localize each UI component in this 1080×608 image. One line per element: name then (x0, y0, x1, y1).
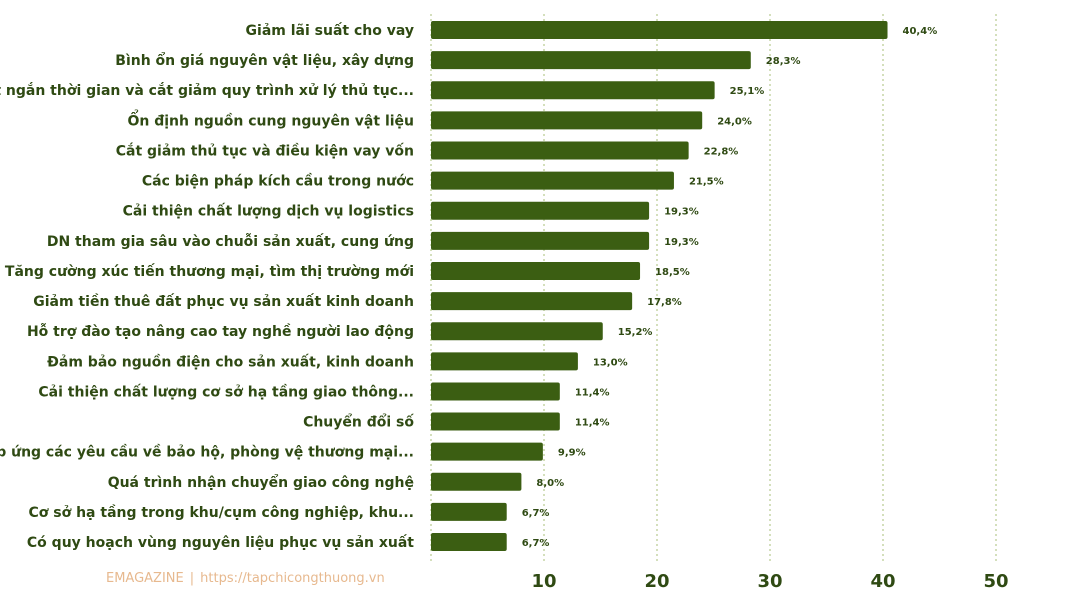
bar (431, 292, 633, 311)
value-label: 19,3% (664, 237, 699, 248)
bar (431, 502, 507, 521)
value-label: 18,5% (655, 267, 690, 278)
category-label: Giảm lãi suất cho vay (246, 22, 414, 39)
bar (431, 51, 751, 70)
bar (431, 412, 560, 431)
bar (431, 21, 888, 39)
footer-brand: EMAGAZINE (106, 571, 184, 586)
category-label: DN tham gia sâu vào chuỗi sản xuất, cung… (47, 233, 414, 250)
category-label: Có quy hoạch vùng nguyên liệu phục vụ sả… (27, 534, 414, 551)
value-label: 8,0% (536, 478, 564, 489)
category-label: Cắt giảm thủ tục và điều kiện vay vốn (116, 142, 414, 159)
bar (431, 472, 522, 491)
category-label: Cải thiện chất lượng cơ sở hạ tầng giao … (38, 383, 414, 400)
category-label: Chuyển đổi số (303, 414, 414, 431)
x-tick-label: 50 (983, 571, 1008, 592)
value-label: 21,5% (689, 177, 724, 188)
value-label: 19,3% (664, 207, 699, 218)
bar (431, 382, 560, 401)
footer-separator: | (189, 571, 195, 586)
bar (431, 231, 650, 250)
x-tick-label: 10 (531, 571, 556, 592)
footer-credit: EMAGAZINE | https://tapchicongthuong.vn (106, 571, 385, 586)
value-label: 17,8% (647, 297, 682, 308)
bar (431, 171, 674, 190)
value-label: 25,1% (730, 86, 765, 97)
category-label: Các biện pháp kích cầu trong nước (142, 173, 414, 190)
value-label: 40,4% (903, 26, 938, 37)
category-label: Đảm bảo nguồn điện cho sản xuất, kinh do… (47, 353, 414, 370)
category-label: Rút ngắn thời gian và cắt giảm quy trình… (0, 82, 414, 99)
category-label: Đáp ứng các yêu cầu về bảo hộ, phòng vệ … (0, 444, 414, 461)
x-tick-label: 30 (757, 571, 782, 592)
bar (431, 322, 603, 341)
category-label: Giảm tiền thuê đất phục vụ sản xuất kinh… (33, 293, 414, 310)
x-tick-label: 20 (644, 571, 669, 592)
bar (431, 141, 689, 160)
value-label: 11,4% (575, 387, 610, 398)
category-label: Cơ sở hạ tầng trong khu/cụm công nghiệp,… (29, 504, 415, 521)
category-label: Ổn định nguồn cung nguyên vật liệu (127, 109, 414, 129)
value-label: 11,4% (575, 418, 610, 429)
bar (431, 442, 543, 461)
value-label: 15,2% (618, 327, 653, 338)
bar (431, 352, 578, 371)
category-label: Tăng cường xúc tiến thương mại, tìm thị … (5, 263, 414, 280)
bar (431, 533, 507, 552)
value-label: 9,9% (558, 448, 586, 459)
value-label: 24,0% (717, 116, 752, 127)
value-label: 13,0% (593, 357, 628, 368)
value-label: 22,8% (704, 146, 739, 157)
category-label: Cải thiện chất lượng dịch vụ logistics (123, 203, 414, 220)
category-label: Hỗ trợ đào tạo nâng cao tay nghề người l… (27, 323, 414, 340)
value-label: 28,3% (766, 56, 801, 67)
bar (431, 201, 650, 220)
value-label: 6,7% (522, 508, 550, 519)
value-label: 6,7% (522, 538, 550, 549)
bar (431, 81, 715, 100)
footer-url: https://tapchicongthuong.vn (200, 571, 385, 586)
category-label: Bình ổn giá nguyên vật liệu, xây dựng (115, 52, 414, 69)
x-tick-label: 40 (870, 571, 895, 592)
category-label: Quá trình nhận chuyển giao công nghệ (108, 474, 414, 491)
bar (431, 261, 641, 280)
bar (431, 111, 703, 130)
